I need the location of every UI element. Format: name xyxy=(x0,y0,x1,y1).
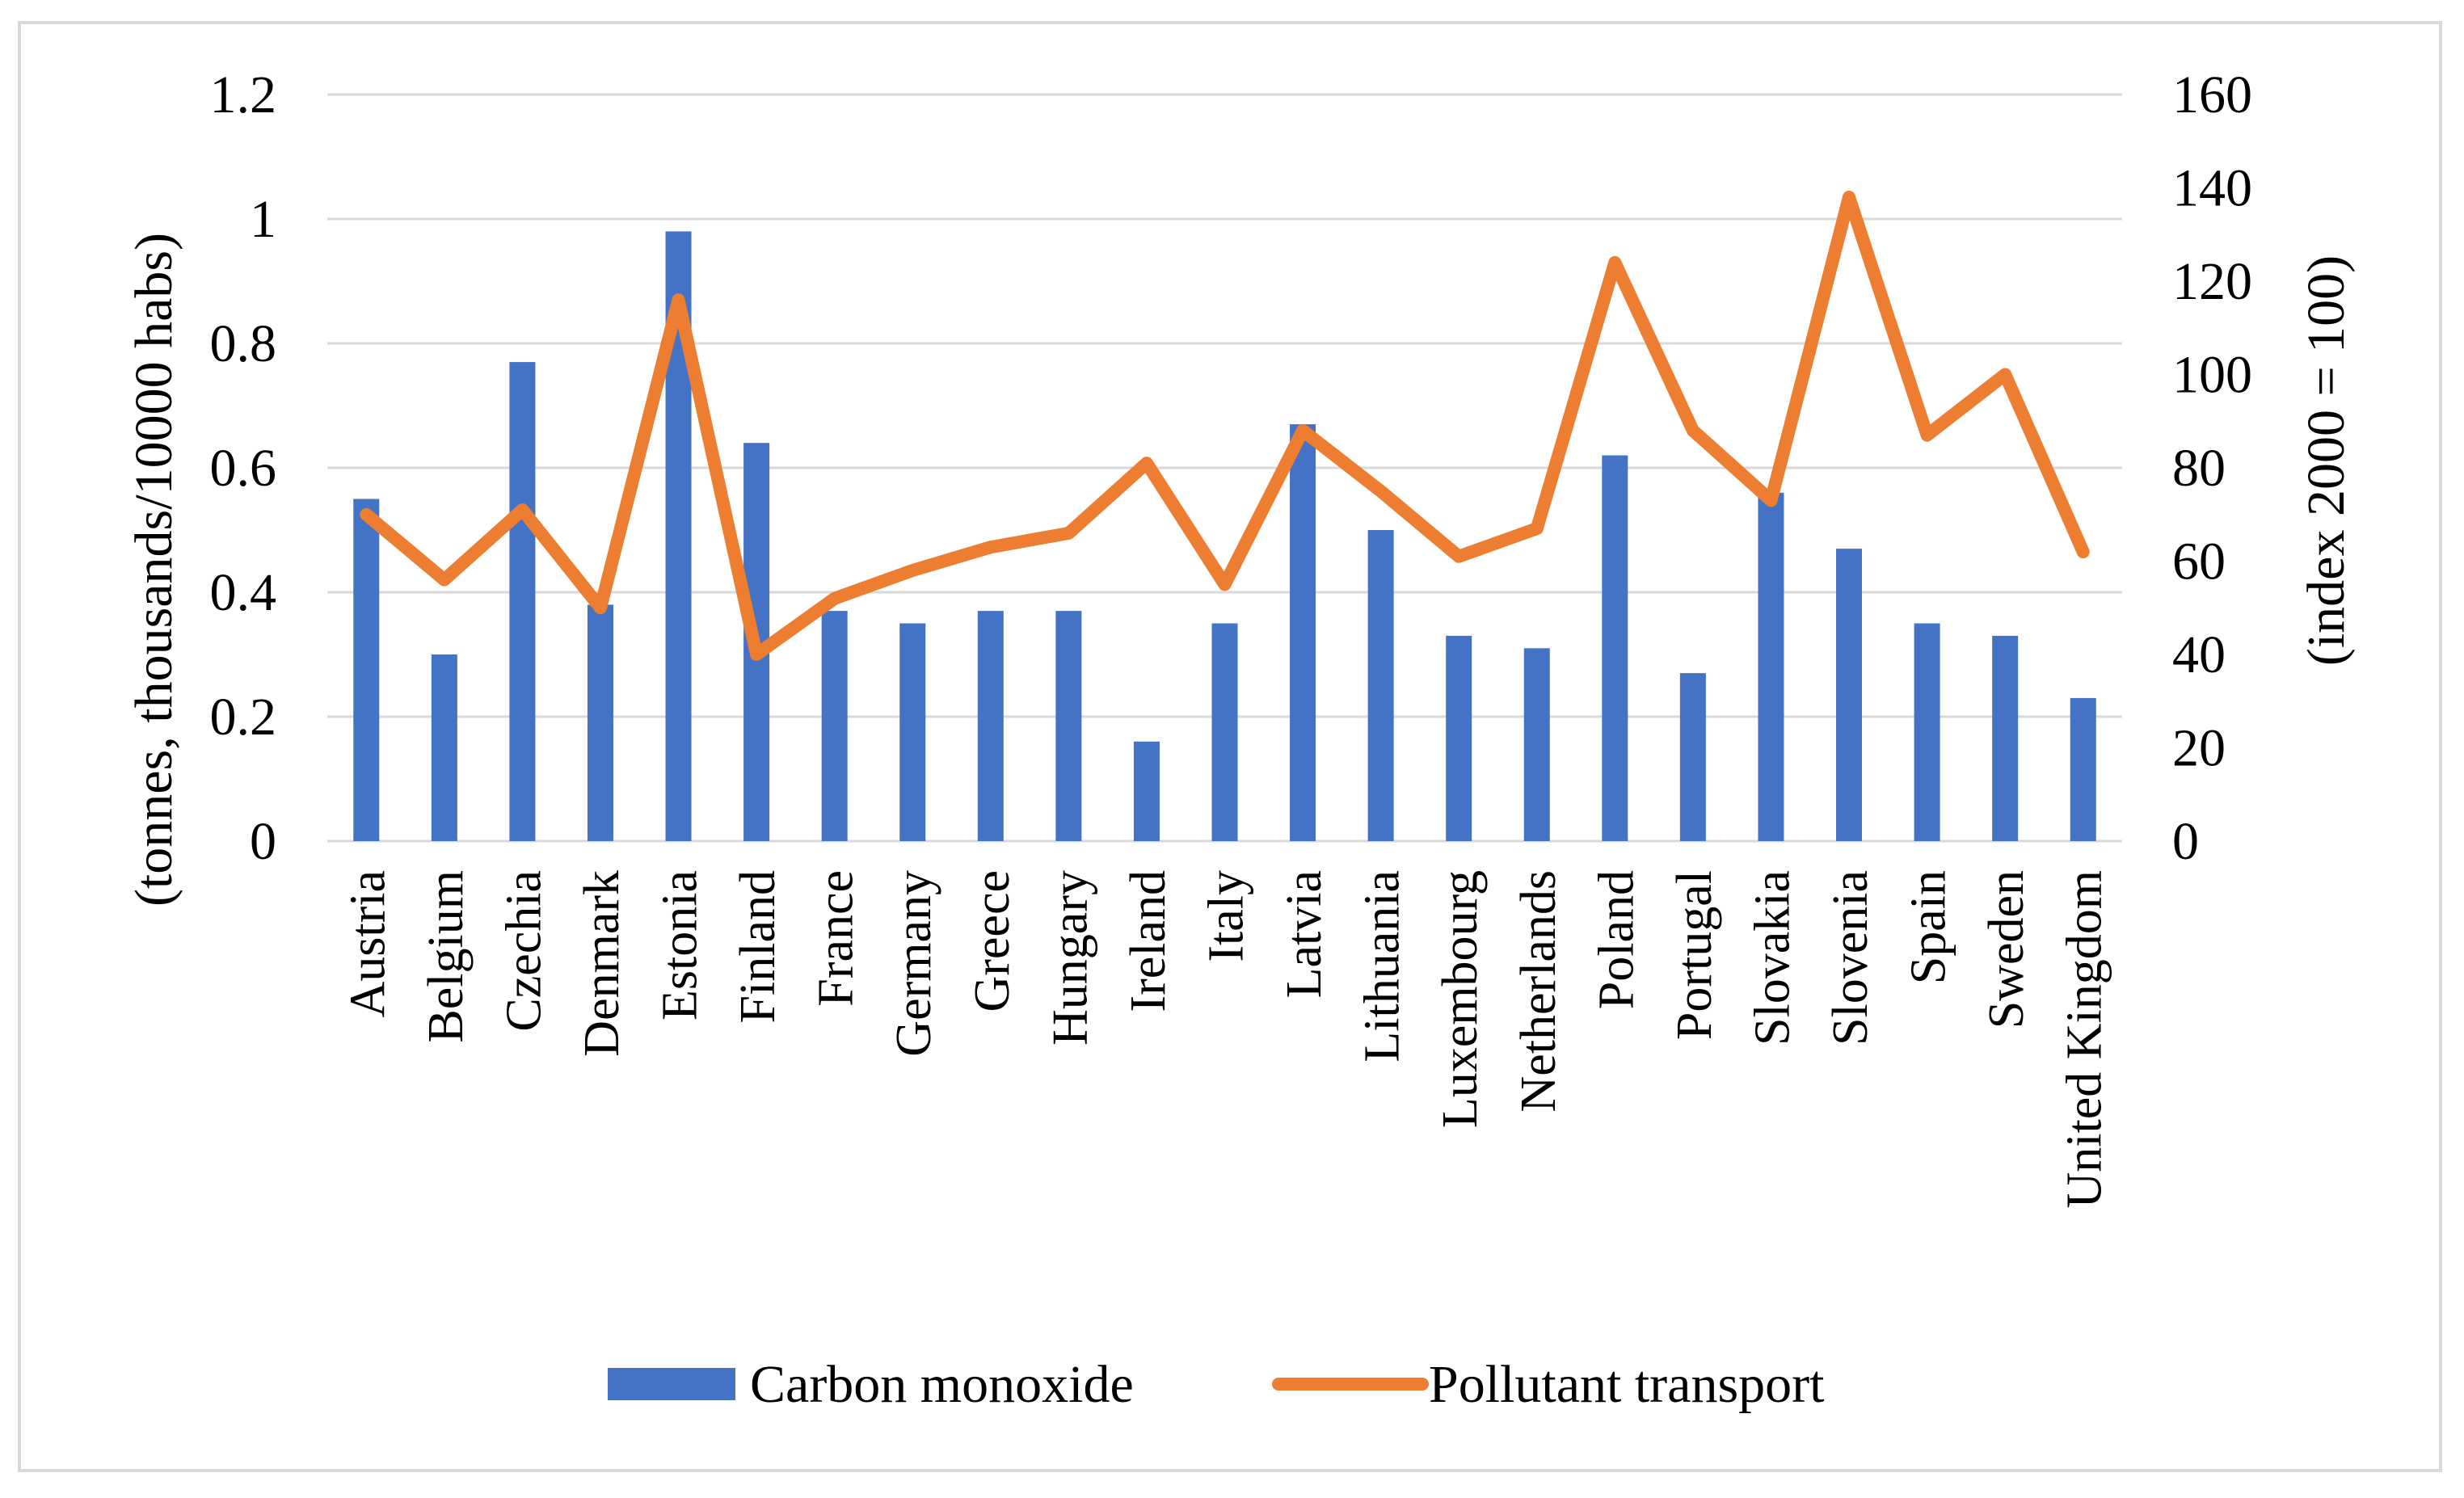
line-point-portugal xyxy=(1691,428,1695,432)
bar-poland xyxy=(1602,455,1628,841)
bar-germany xyxy=(899,623,926,841)
category-label: Ireland xyxy=(1121,870,1176,1012)
legend-label-carbon-monoxide: Carbon monoxide xyxy=(750,1355,1134,1414)
bar-united-kingdom xyxy=(2070,697,2096,841)
line-point-hungary xyxy=(1067,531,1071,535)
line-point-poland xyxy=(1613,260,1617,264)
bar-ireland xyxy=(1133,741,1160,841)
line-point-sweden xyxy=(2003,372,2007,377)
category-label: Portugal xyxy=(1667,870,1722,1040)
left-tick-label: 0.8 xyxy=(210,314,277,373)
category-label: Netherlands xyxy=(1511,870,1566,1113)
bar-austria xyxy=(353,499,380,841)
line-point-austria xyxy=(364,512,369,516)
bar-series xyxy=(353,231,2096,842)
line-point-spain xyxy=(1925,433,1929,437)
right-tick-label: 20 xyxy=(2172,719,2226,778)
category-label: Luxembourg xyxy=(1433,870,1488,1128)
category-label: Sweden xyxy=(1979,870,2034,1029)
line-point-finland xyxy=(755,653,759,656)
bar-greece xyxy=(977,611,1004,841)
category-label: Denmark xyxy=(575,870,630,1057)
category-label: Czechia xyxy=(496,870,551,1032)
left-tick-label: 0.2 xyxy=(210,688,277,747)
line-point-belgium xyxy=(442,578,446,582)
category-label: United Kingdom xyxy=(2058,870,2112,1208)
category-label: Lithuania xyxy=(1355,870,1410,1062)
left-axis-ticks: 0 0.2 0.4 0.6 0.8 1 1.2 xyxy=(210,65,277,871)
category-label: Finland xyxy=(731,870,786,1023)
category-label: Spain xyxy=(1902,870,1956,984)
bar-italy xyxy=(1211,623,1238,841)
line-point-greece xyxy=(988,545,992,549)
bar-sweden xyxy=(1992,635,2019,841)
right-tick-label: 40 xyxy=(2172,625,2226,684)
category-label: Slovenia xyxy=(1823,870,1878,1046)
line-point-denmark xyxy=(598,606,602,610)
legend-label-pollutant-transport: Pollutant transport xyxy=(1429,1355,1824,1414)
category-label: Italy xyxy=(1199,870,1254,962)
bar-czechia xyxy=(509,362,536,842)
line-point-italy xyxy=(1223,583,1227,587)
right-tick-label: 80 xyxy=(2172,439,2226,498)
bar-belgium xyxy=(431,654,457,841)
gridlines xyxy=(327,93,2122,843)
bar-hungary xyxy=(1055,611,1082,841)
category-label: Greece xyxy=(965,870,1020,1012)
right-tick-label: 100 xyxy=(2172,346,2252,405)
right-tick-label: 60 xyxy=(2172,532,2226,591)
bar-portugal xyxy=(1679,673,1706,841)
bar-spain xyxy=(1914,623,1940,841)
left-tick-label: 0.6 xyxy=(210,439,277,498)
line-point-slovakia xyxy=(1769,499,1773,503)
right-axis-ticks: 0 20 40 60 80 100 120 140 160 xyxy=(2172,65,2252,871)
left-axis-title: (tonnes, thousands/10000 habs) xyxy=(124,233,183,907)
category-label: Estonia xyxy=(653,870,708,1020)
legend: Carbon monoxide Pollutant transport xyxy=(608,1355,1824,1414)
line-point-united-kingdom xyxy=(2081,549,2085,553)
line-point-germany xyxy=(911,569,915,573)
category-label: Poland xyxy=(1589,870,1644,1009)
bar-slovakia xyxy=(1758,492,1784,841)
category-label: Germany xyxy=(887,870,941,1057)
left-tick-label: 1 xyxy=(250,190,276,249)
left-tick-label: 0 xyxy=(250,812,276,871)
left-tick-label: 1.2 xyxy=(210,65,277,124)
left-tick-label: 0.4 xyxy=(210,563,277,622)
bar-denmark xyxy=(587,604,613,841)
category-label: Hungary xyxy=(1042,870,1097,1046)
bar-netherlands xyxy=(1523,648,1550,841)
category-labels: Austria Belgium Czechia Denmark Estonia Finla… xyxy=(340,870,2112,1208)
category-label: Latvia xyxy=(1277,870,1332,998)
line-point-luxembourg xyxy=(1457,554,1461,558)
category-label: France xyxy=(809,870,864,1007)
bar-france xyxy=(821,611,848,841)
line-point-netherlands xyxy=(1535,527,1539,531)
bar-latvia xyxy=(1290,424,1316,841)
right-tick-label: 160 xyxy=(2172,65,2252,124)
category-label: Austria xyxy=(340,870,395,1018)
right-axis-title: (index 2000 = 100) xyxy=(2297,255,2356,666)
bar-luxembourg xyxy=(1446,635,1472,841)
line-point-czechia xyxy=(520,507,524,511)
category-label: Belgium xyxy=(419,870,474,1043)
line-series xyxy=(360,191,2090,661)
line-point-latvia xyxy=(1301,428,1305,432)
right-tick-label: 120 xyxy=(2172,252,2252,311)
legend-swatch-carbon-monoxide xyxy=(608,1368,735,1400)
line-point-france xyxy=(832,596,836,600)
bar-slovenia xyxy=(1836,549,1863,841)
line-point-estonia xyxy=(676,298,680,302)
category-label: Slovakia xyxy=(1745,870,1800,1046)
right-tick-label: 140 xyxy=(2172,159,2252,218)
line-point-ireland xyxy=(1144,461,1148,465)
line-point-lithuania xyxy=(1379,489,1383,493)
line-point-slovenia xyxy=(1847,196,1851,200)
right-tick-label: 0 xyxy=(2172,812,2199,871)
bar-lithuania xyxy=(1367,530,1394,841)
